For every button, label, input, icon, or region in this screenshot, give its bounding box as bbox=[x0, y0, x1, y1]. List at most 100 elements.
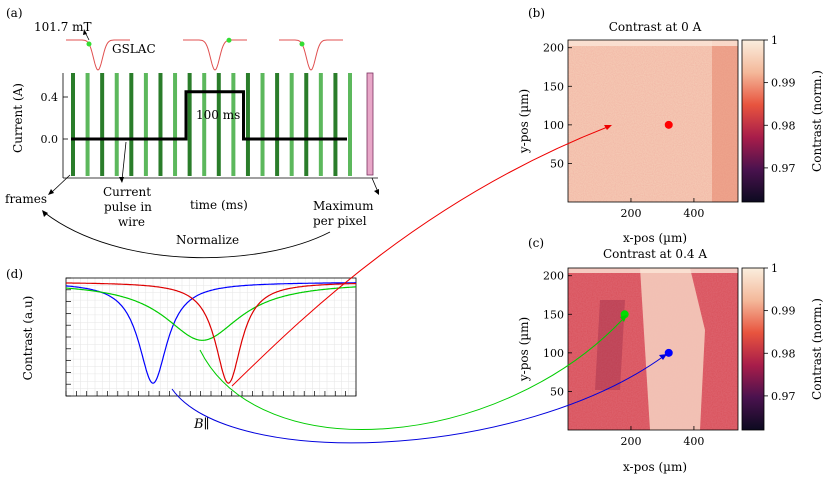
frame-9 bbox=[202, 73, 207, 176]
b-colorbar-ticks: 1 0.99 0.98 0.97 bbox=[764, 34, 796, 175]
ytick-label-50: 50 bbox=[550, 157, 564, 170]
cbar-tick-label-0.97: 0.97 bbox=[771, 390, 796, 403]
ytick-label-50: 50 bbox=[550, 385, 564, 398]
b-ticks: 200 400 50 100 150 200 bbox=[543, 42, 704, 220]
blue-connector bbox=[171, 355, 665, 444]
frame-18 bbox=[333, 73, 338, 176]
frame-8 bbox=[187, 73, 192, 176]
panel-d-label: (d) bbox=[6, 267, 23, 281]
d-ticks bbox=[65, 277, 357, 397]
gslac-curve-1 bbox=[183, 39, 247, 71]
frame-6 bbox=[158, 73, 163, 176]
d-series-2 bbox=[66, 282, 356, 384]
c-ylabel: y-pos (µm) bbox=[517, 317, 531, 382]
frame-7 bbox=[173, 73, 178, 176]
gslac-curve-0 bbox=[66, 39, 130, 71]
frame-3 bbox=[114, 73, 119, 176]
d-xlabel: B∥ bbox=[193, 417, 210, 432]
cbar-tick-label-0.98: 0.98 bbox=[771, 347, 796, 360]
green-connector bbox=[199, 317, 625, 430]
frame-1 bbox=[85, 73, 90, 176]
b-title: Contrast at 0 A bbox=[609, 20, 702, 34]
d-series-1 bbox=[66, 286, 356, 341]
normalize-label: Normalize bbox=[176, 233, 239, 247]
b-heatmap-noise bbox=[568, 40, 738, 202]
frame-15 bbox=[289, 73, 294, 176]
frame-2 bbox=[100, 73, 105, 176]
cbar-tick-label-1: 1 bbox=[771, 34, 778, 47]
xtick-label-200: 200 bbox=[620, 435, 641, 448]
d-series bbox=[66, 282, 356, 384]
gslac-dot-0 bbox=[86, 41, 92, 47]
xtick-label-400: 400 bbox=[683, 435, 704, 448]
b-colorbar-label: Contrast (norm.) bbox=[810, 70, 824, 172]
frame-4 bbox=[129, 73, 134, 176]
pulse-line1: Current bbox=[103, 185, 151, 199]
xtick-label-200: 200 bbox=[620, 207, 641, 220]
red-connector bbox=[231, 125, 611, 387]
cbar-tick-label-1: 1 bbox=[771, 262, 778, 275]
cbar-tick-label-0.99: 0.99 bbox=[771, 305, 796, 318]
frame-14 bbox=[275, 73, 280, 176]
panel-c-label: (c) bbox=[528, 236, 544, 250]
max-bar bbox=[366, 72, 374, 176]
c-title: Contrast at 0.4 A bbox=[603, 247, 707, 261]
max-line2: per pixel bbox=[313, 214, 367, 228]
frame-5 bbox=[143, 73, 148, 176]
pulse-label: 100 ms bbox=[196, 108, 240, 122]
ytick-label-100: 100 bbox=[543, 119, 564, 132]
a-ytick-0.0: 0.0 bbox=[41, 133, 59, 146]
ytick-label-200: 200 bbox=[543, 270, 564, 283]
field-arrowhead bbox=[83, 29, 87, 35]
frames-group bbox=[71, 73, 352, 176]
c-colorbar-ticks: 1 0.99 0.98 0.97 bbox=[764, 262, 796, 403]
b-frame bbox=[567, 39, 739, 203]
panel-b: (b) Contrast at 0 A 200 400 50 100 150 200 y-… bbox=[517, 6, 824, 245]
cbar-tick-label-0.99: 0.99 bbox=[771, 77, 796, 90]
ytick-label-150: 150 bbox=[543, 308, 564, 321]
frame-16 bbox=[304, 73, 309, 176]
pulse-line3: wire bbox=[118, 215, 145, 229]
panel-a: (a) 101.7 mT GSLAC 0.4 0.0 Current (A) 1… bbox=[5, 6, 379, 259]
frame-19 bbox=[348, 73, 352, 176]
connectors bbox=[171, 125, 667, 444]
gslac-dot-2 bbox=[299, 41, 305, 47]
b-ylabel: y-pos (µm) bbox=[517, 89, 531, 154]
pulse-line2: pulse in bbox=[104, 200, 152, 214]
ytick-label-150: 150 bbox=[543, 80, 564, 93]
xtick-label-400: 400 bbox=[683, 207, 704, 220]
panel-b-label: (b) bbox=[528, 6, 545, 20]
frame-11 bbox=[231, 73, 236, 176]
b-right-band bbox=[712, 40, 738, 202]
frames-label: frames bbox=[5, 192, 47, 206]
panel-a-label: (a) bbox=[6, 6, 23, 20]
cbar-tick-label-0.98: 0.98 bbox=[771, 119, 796, 132]
c-xlabel: x-pos (µm) bbox=[623, 460, 687, 474]
a-ytick-0.4: 0.4 bbox=[41, 91, 59, 104]
frame-12 bbox=[245, 73, 250, 176]
c-wire-band bbox=[640, 268, 705, 430]
frame-17 bbox=[318, 73, 323, 176]
ytick-label-100: 100 bbox=[543, 347, 564, 360]
c-colorbar bbox=[741, 267, 765, 431]
gslac-dot-1 bbox=[226, 37, 232, 43]
a-ylabel: Current (A) bbox=[11, 83, 25, 153]
b-marker-red bbox=[664, 120, 673, 129]
max-line1: Maximum bbox=[313, 199, 374, 213]
c-frame bbox=[567, 267, 739, 431]
d-series-0 bbox=[66, 282, 356, 384]
gslac-label: GSLAC bbox=[112, 42, 156, 56]
gslac-curve-2 bbox=[279, 39, 343, 71]
b-xlabel: x-pos (µm) bbox=[623, 231, 687, 245]
frame-10 bbox=[216, 73, 221, 176]
field-label: 101.7 mT bbox=[34, 20, 92, 34]
panel-c: (c) Contrast at 0.4 A 200 400 50 100 150200 … bbox=[517, 236, 824, 474]
ytick-label-200: 200 bbox=[543, 42, 564, 55]
c-colorbar-label: Contrast (norm.) bbox=[810, 298, 824, 400]
a-xlabel: time (ms) bbox=[190, 198, 248, 212]
frame-0 bbox=[71, 73, 75, 176]
frame-13 bbox=[260, 73, 265, 176]
cbar-tick-label-0.97: 0.97 bbox=[771, 162, 796, 175]
b-colorbar bbox=[741, 39, 765, 203]
